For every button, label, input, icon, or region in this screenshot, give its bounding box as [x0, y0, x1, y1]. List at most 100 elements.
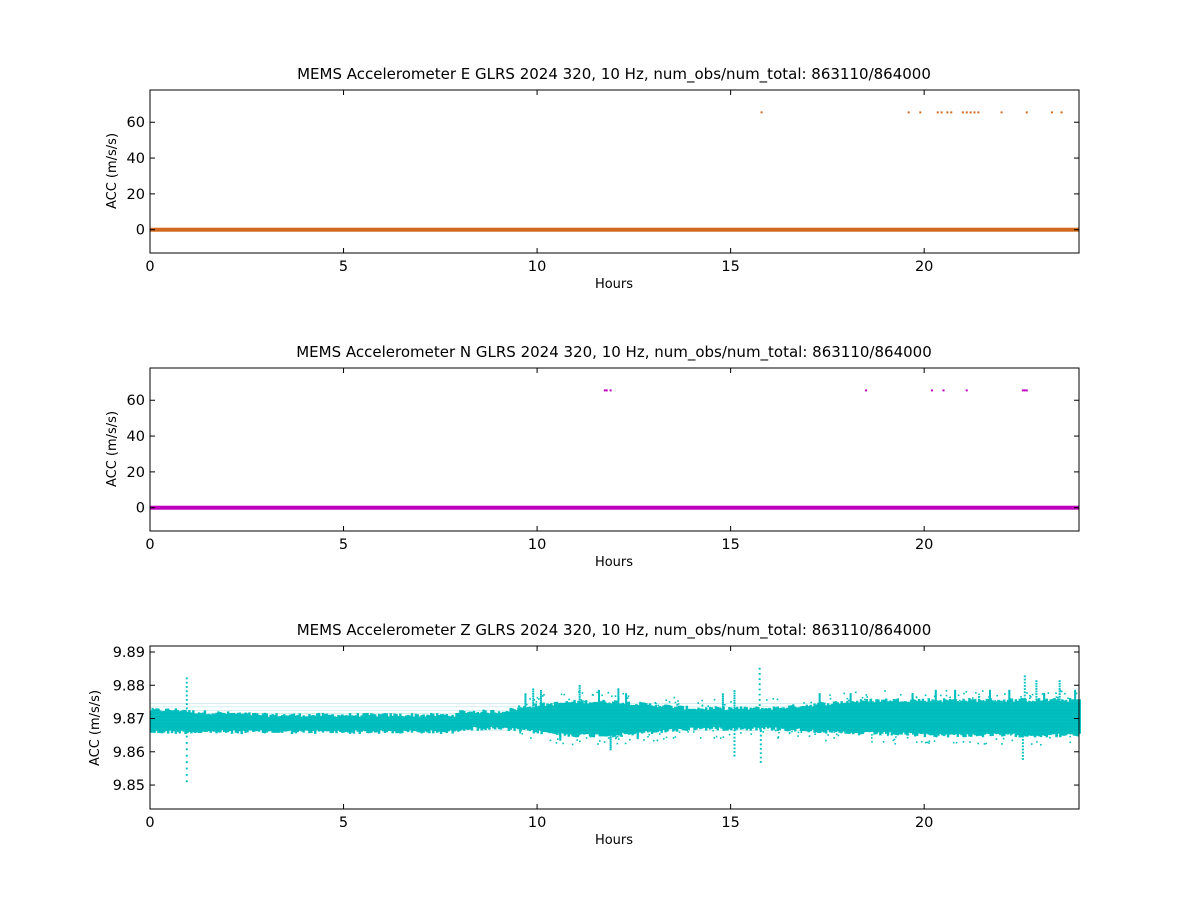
outlier-point [953, 733, 955, 735]
band-segment [877, 699, 880, 733]
spike-point [818, 693, 821, 695]
outlier-point [777, 736, 780, 738]
band-segment [170, 710, 174, 734]
spike-point [1058, 685, 1061, 688]
spike-point [733, 706, 736, 709]
outlier-point [598, 740, 601, 742]
band-segment [704, 707, 708, 731]
spike-point [1023, 688, 1026, 691]
x-tick-label: 10 [528, 815, 546, 831]
band-segment [873, 702, 876, 735]
band-segment [159, 710, 162, 734]
spike-point [849, 693, 852, 695]
outlier-point [890, 733, 893, 736]
spike-point [539, 701, 542, 704]
band-segment [343, 715, 346, 733]
band-segment [240, 713, 243, 735]
outlier-point [568, 698, 570, 701]
band-segment [422, 714, 425, 733]
spike-point [849, 700, 852, 702]
spike-point [1074, 700, 1077, 703]
band-segment [283, 714, 286, 732]
band-segment [815, 704, 818, 733]
outlier-point [687, 731, 689, 733]
band-segment [579, 701, 582, 735]
outlier-point [819, 729, 822, 732]
spike-point [759, 743, 762, 746]
band-segment [989, 698, 992, 737]
band-segment [213, 713, 216, 732]
spike-point [578, 693, 581, 696]
outlier-point [654, 702, 657, 704]
spike-point [598, 699, 601, 702]
data-point [1025, 389, 1028, 392]
spike-point [185, 690, 188, 693]
spike-point [988, 695, 991, 698]
band-segment [236, 712, 240, 734]
band-segment [683, 709, 687, 731]
band-segment [478, 713, 481, 729]
outlier-point [833, 731, 836, 733]
band-segment [495, 713, 499, 728]
band-segment [910, 699, 913, 734]
outlier-point [945, 694, 948, 697]
band-segment [677, 705, 681, 729]
outlier-point [840, 731, 842, 734]
band-segment [190, 712, 193, 734]
spike-point [185, 677, 188, 680]
band-segment [782, 707, 785, 729]
band-segment [921, 698, 925, 734]
spike-point [539, 693, 542, 696]
band-segment [374, 714, 377, 733]
panel-n-xlabel: Hours [595, 555, 633, 570]
band-segment [737, 708, 741, 728]
band-segment [1033, 701, 1037, 738]
outlier-point [651, 705, 654, 708]
outlier-point [825, 739, 827, 742]
spike-point [1074, 692, 1077, 695]
spike-point [609, 746, 612, 749]
band-segment [281, 715, 284, 733]
band-segment [1061, 699, 1064, 736]
outlier-point [981, 690, 984, 692]
band-segment [221, 712, 224, 731]
band-segment [1055, 699, 1058, 738]
spike-point [625, 697, 628, 699]
band-segment [250, 715, 253, 731]
outlier-point [699, 737, 702, 739]
outlier-point [827, 734, 829, 736]
band-segment [230, 712, 234, 734]
spike-point [625, 693, 628, 695]
band-segment [447, 715, 450, 732]
spike-point [934, 700, 937, 703]
spike-point [733, 697, 736, 700]
band-segment [1068, 698, 1072, 735]
outlier-point [689, 708, 692, 711]
band-segment [778, 708, 781, 731]
band-segment [685, 705, 689, 731]
band-segment [1018, 698, 1021, 738]
panel-e-title: MEMS Accelerometer E GLRS 2024 320, 10 H… [297, 65, 931, 84]
band-segment [991, 700, 994, 736]
band-segment [397, 716, 400, 733]
band-segment [879, 701, 882, 736]
spike-point [911, 700, 914, 703]
spike-point [539, 699, 542, 702]
band-segment [325, 713, 329, 732]
band-segment [205, 714, 209, 732]
outlier-point [560, 693, 563, 696]
band-segment [157, 708, 160, 733]
outlier-point [554, 732, 556, 734]
band-segment [958, 701, 961, 735]
outlier-point [1011, 739, 1014, 742]
band-segment [557, 703, 561, 734]
spike-point [758, 683, 761, 686]
spike-point [1023, 685, 1026, 687]
band-segment [631, 704, 634, 736]
outlier-point [994, 700, 996, 702]
spike-point [733, 740, 736, 743]
outlier-point [977, 742, 979, 745]
spike-point [1074, 696, 1077, 699]
band-segment [329, 714, 332, 734]
spike-point [578, 696, 581, 698]
